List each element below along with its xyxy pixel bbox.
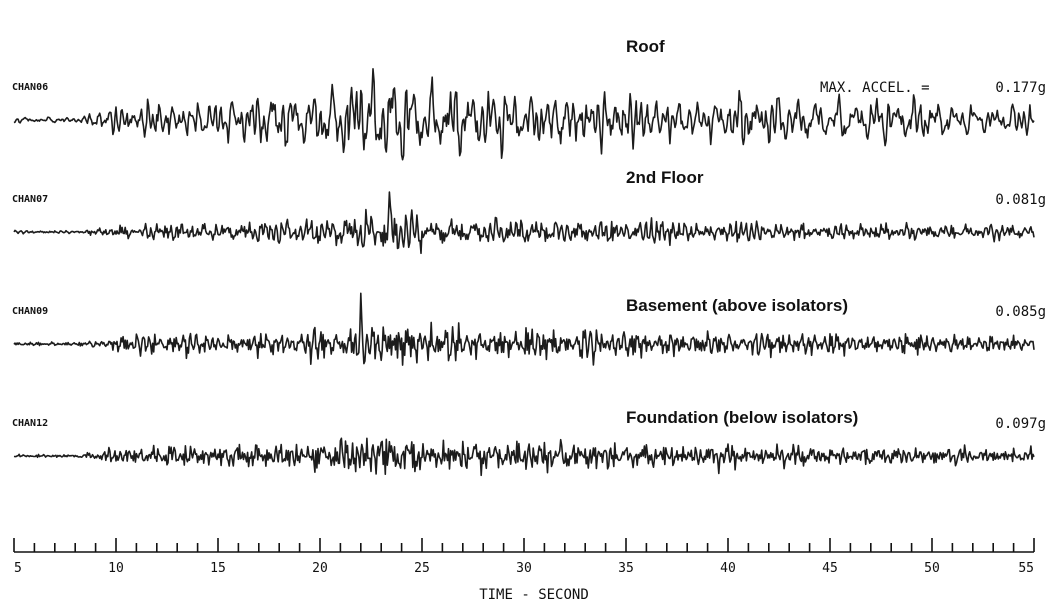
trace-chan09 (13, 292, 1035, 366)
max-accel-value-2nd-floor: 0.081g (995, 192, 1046, 208)
max-accel-value-roof: 0.177g (995, 80, 1046, 96)
x-tick-label: 15 (210, 561, 226, 576)
max-accel-value-basement: 0.085g (995, 304, 1046, 320)
x-tick-label: 40 (720, 561, 736, 576)
series-label-roof: Roof (626, 37, 665, 56)
x-tick-label: 30 (516, 561, 532, 576)
channel-label-chan09: CHAN09 (12, 306, 48, 317)
trace-chan07 (13, 191, 1035, 255)
x-tick-label: 20 (312, 561, 328, 576)
trace-chan06 (13, 68, 1035, 161)
x-tick-label: 55 (1018, 561, 1034, 576)
x-axis-title: TIME - SECOND (479, 587, 589, 603)
channel-label-chan06: CHAN06 (12, 82, 48, 93)
series-label-foundation: Foundation (below isolators) (626, 408, 858, 427)
x-tick-label: 45 (822, 561, 838, 576)
channel-label-chan07: CHAN07 (12, 194, 48, 205)
x-tick-label: 35 (618, 561, 634, 576)
x-tick-label: 5 (14, 561, 22, 576)
traces-group (13, 68, 1035, 477)
max-accel-value-foundation: 0.097g (995, 416, 1046, 432)
channel-label-chan12: CHAN12 (12, 418, 48, 429)
max-accel-prefix: MAX. ACCEL. = (820, 80, 930, 96)
x-tick-label: 50 (924, 561, 940, 576)
series-label-2nd-floor: 2nd Floor (626, 168, 704, 187)
trace-chan12 (13, 437, 1035, 477)
time-axis: 5 10 15 20 25 30 35 40 45 50 55 (13, 538, 1035, 576)
series-label-basement: Basement (above isolators) (626, 296, 848, 315)
x-tick-label: 25 (414, 561, 430, 576)
x-tick-label: 10 (108, 561, 124, 576)
